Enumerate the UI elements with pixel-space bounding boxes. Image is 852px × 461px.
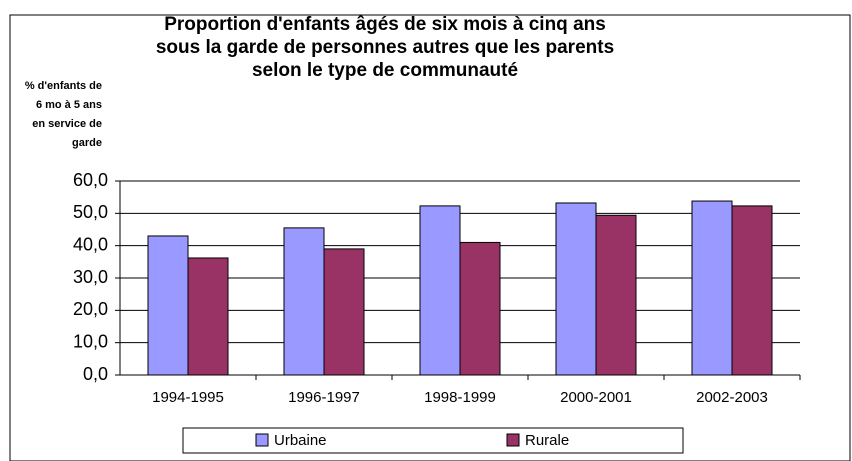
y-axis-label: 6 mo à 5 ans	[36, 99, 102, 111]
y-axis-label: en service de	[32, 118, 102, 130]
y-axis-label: % d'enfants de	[25, 80, 102, 92]
y-tick-label: 20,0	[73, 299, 108, 319]
bar	[147, 235, 189, 376]
legend-label: Urbaine	[274, 432, 327, 449]
bar	[731, 205, 773, 376]
y-tick-label: 10,0	[73, 331, 108, 351]
legend-swatch	[506, 433, 520, 447]
y-tick-label: 50,0	[73, 202, 108, 222]
bar	[283, 227, 325, 376]
bar	[459, 241, 501, 376]
legend-label: Rurale	[525, 432, 569, 449]
chart-title: selon le type de communauté	[252, 60, 518, 81]
bar	[323, 248, 365, 376]
bar	[595, 214, 637, 376]
x-tick-label: 1996-1997	[288, 389, 360, 406]
legend-swatch	[255, 433, 269, 447]
x-tick-label: 2000-2001	[560, 389, 632, 406]
y-axis-label: garde	[72, 137, 102, 149]
y-tick-label: 60,0	[73, 170, 108, 190]
bar	[691, 200, 733, 376]
bar	[555, 202, 597, 376]
x-tick-label: 2002-2003	[696, 389, 768, 406]
bar	[419, 205, 461, 376]
y-tick-label: 30,0	[73, 267, 108, 287]
x-tick-label: 1994-1995	[152, 389, 224, 406]
x-tick-label: 1998-1999	[424, 389, 496, 406]
y-tick-label: 0,0	[83, 364, 108, 384]
chart-title: Proportion d'enfants âgés de six mois à …	[164, 14, 606, 35]
chart-title: sous la garde de personnes autres que le…	[156, 37, 614, 58]
y-tick-label: 40,0	[73, 234, 108, 254]
bar	[187, 257, 229, 376]
